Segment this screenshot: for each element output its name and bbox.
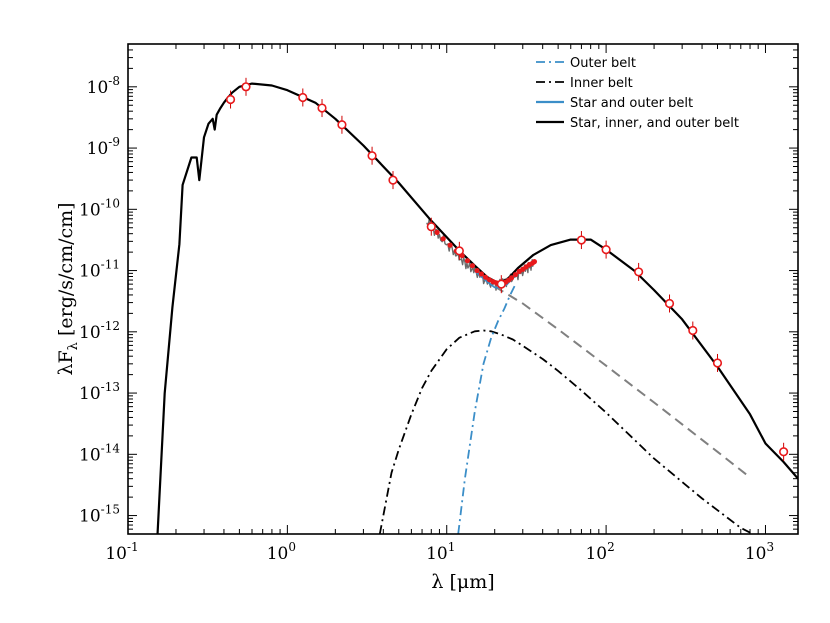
y-tick-label: 10-14 [79, 441, 120, 465]
spectrum-point [531, 259, 538, 265]
spectrum-point [508, 275, 515, 281]
spectrum-point [482, 274, 489, 280]
photometry-point [337, 120, 347, 130]
photometry-point [426, 222, 436, 232]
y-tick-label: 10-12 [79, 319, 120, 343]
legend-label: Star and outer belt [570, 96, 693, 111]
spectrum-point [474, 267, 480, 274]
spectrum-point [478, 271, 484, 277]
spectrum-point [434, 229, 440, 235]
legend: Outer belt Inner belt Star and outer belt S… [536, 56, 739, 131]
plot-frame [127, 43, 799, 535]
y-tick-label: 10-9 [87, 135, 120, 159]
series-star-and-outer-belt [474, 270, 517, 289]
y-tick-label: 10-11 [79, 258, 120, 282]
x-axis-label: λ [μm] [431, 571, 494, 593]
photometry-point [712, 358, 723, 368]
spectrum-point [447, 242, 453, 248]
spectrum-point [469, 263, 476, 269]
series-stellar-photosphere [494, 285, 751, 479]
y-tick-label: 10-13 [79, 380, 120, 404]
x-tick-label: 102 [585, 540, 614, 564]
photometry-point [576, 235, 587, 245]
photometry-point [664, 298, 675, 309]
series-spectrum [426, 217, 534, 291]
photometry-point [367, 151, 377, 161]
spectrum-point [512, 271, 519, 278]
legend-label: Inner belt [570, 76, 633, 91]
photometry-point [225, 94, 236, 105]
photometry-point [634, 267, 644, 277]
series-star-inner-and-outer-belt [156, 82, 798, 534]
photometry-point [388, 175, 398, 185]
photometry-point [496, 279, 506, 289]
photometry-point [298, 92, 308, 103]
y-axis-label: λFλ [erg/s/cm/cm] [55, 202, 81, 375]
photometry-point [317, 103, 327, 113]
legend-label: Outer belt [570, 56, 636, 71]
axis-ticks [127, 43, 798, 535]
x-tick-label: 100 [267, 540, 296, 564]
series-layer [156, 82, 798, 534]
tick-labels: 10-1 100 101 102 103 10-8 10-9 10-10 10-11 10-12 1… [79, 74, 774, 564]
spectrum-point [464, 258, 471, 264]
photometry-point [688, 325, 698, 336]
photometry-point [779, 447, 789, 457]
photometry-point [241, 82, 251, 92]
spectrum-point [440, 236, 446, 242]
x-tick-label: 10-1 [105, 540, 138, 564]
photometry-point [601, 244, 611, 255]
x-tick-label: 101 [426, 540, 455, 564]
legend-label: Star, inner, and outer belt [570, 116, 739, 131]
y-tick-label: 10-15 [79, 503, 120, 527]
series-outer-belt [457, 283, 517, 534]
photometry-point [454, 246, 464, 256]
series-inner-belt [378, 329, 755, 534]
y-tick-label: 10-8 [87, 74, 120, 98]
photometry-layer [225, 77, 789, 461]
y-tick-label: 10-10 [79, 196, 120, 220]
x-tick-label: 103 [745, 540, 774, 564]
